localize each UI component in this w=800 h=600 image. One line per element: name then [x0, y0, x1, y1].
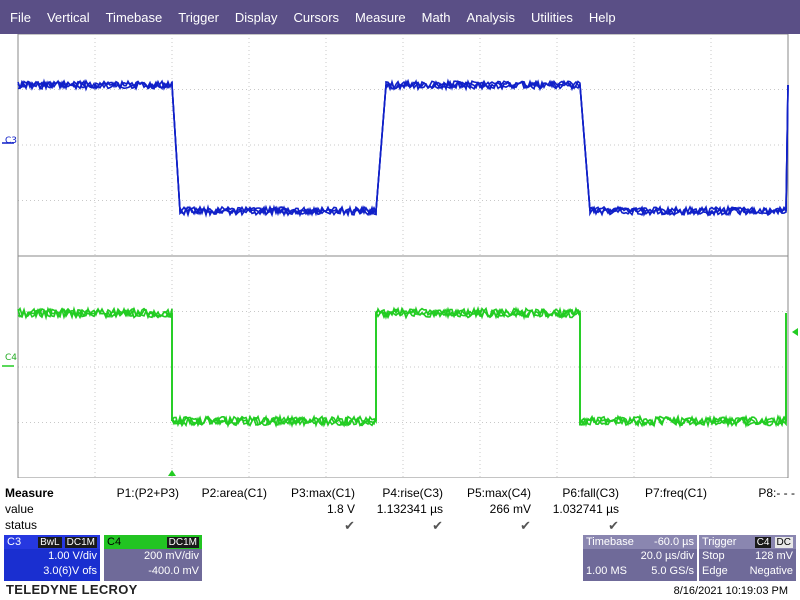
- trigger-level-marker: [792, 328, 798, 336]
- datetime: 8/16/2021 10:19:03 PM: [673, 585, 788, 597]
- trigger-level: 128 mV: [755, 550, 793, 562]
- param-name-p3[interactable]: P3:max(C1): [290, 486, 355, 500]
- param-name-p8[interactable]: P8:- - -: [758, 486, 795, 500]
- param-name-p2[interactable]: P2:area(C1): [201, 486, 267, 500]
- c4-trace: [17, 305, 787, 429]
- c3-offset: 3.0(6)V ofs: [43, 565, 97, 577]
- menu-item-help[interactable]: Help: [588, 9, 616, 25]
- check-icon: ✔: [608, 518, 619, 533]
- c3-marker-label: C3: [5, 136, 18, 146]
- param-value-p6: 1.032741 µs: [552, 502, 619, 516]
- menu-item-analysis[interactable]: Analysis: [466, 9, 515, 25]
- trigger-source-tag: C4: [754, 537, 772, 548]
- c3-coupling-tag: DC1M: [64, 537, 97, 548]
- menu-item-vertical[interactable]: Vertical: [46, 9, 90, 25]
- menu-item-measure[interactable]: Measure: [355, 9, 406, 25]
- menu-item-cursors[interactable]: Cursors: [293, 9, 340, 25]
- trigger-label: Trigger: [702, 536, 737, 548]
- c3-channel-box[interactable]: C3 BwL DC1M 1.00 V/div 3.0(6)V ofs: [4, 535, 100, 581]
- c3-trace: [17, 78, 789, 218]
- trigger-header: Trigger C4 DC: [699, 535, 796, 549]
- c4-offset: -400.0 mV: [148, 565, 199, 577]
- menu-item-timebase[interactable]: Timebase: [105, 9, 163, 25]
- measure-status-row: status ✔ ✔ ✔ ✔: [0, 518, 800, 534]
- scope-display[interactable]: C3 C4: [0, 34, 800, 478]
- status-row-label: status: [5, 518, 38, 532]
- check-icon: ✔: [344, 518, 355, 533]
- param-name-p6[interactable]: P6:fall(C3): [562, 486, 619, 500]
- brand-logo: TELEDYNE LECROY: [6, 582, 138, 597]
- c3-vdiv: 1.00 V/div: [48, 550, 97, 562]
- c4-coupling-tag: DC1M: [166, 536, 199, 548]
- measure-value-row: value 1.8 V 1.132341 µs 266 mV 1.032741 …: [0, 502, 800, 518]
- param-value-p4: 1.132341 µs: [376, 502, 443, 516]
- timebase-header: Timebase -60.0 µs: [583, 535, 697, 549]
- trigger-box[interactable]: Trigger C4 DC Stop 128 mV Edge Negative: [699, 535, 796, 581]
- trigger-coupling-tag: DC: [774, 537, 793, 548]
- timebase-samples: 1.00 MS: [586, 565, 627, 577]
- menu-item-display[interactable]: Display: [234, 9, 278, 25]
- check-icon: ✔: [520, 518, 531, 533]
- timebase-label: Timebase: [586, 536, 634, 548]
- measure-table: Measure P1:(P2+P3) P2:area(C1) P3:max(C1…: [0, 486, 800, 534]
- measure-header-row: Measure P1:(P2+P3) P2:area(C1) P3:max(C1…: [0, 486, 800, 502]
- param-name-p7[interactable]: P7:freq(C1): [644, 486, 707, 500]
- check-icon: ✔: [432, 518, 443, 533]
- c3-box-label: C3: [7, 536, 22, 548]
- c3-box-header: C3 BwL DC1M: [4, 535, 100, 549]
- trigger-type: Edge: [702, 565, 728, 577]
- c3-box-tags: BwL DC1M: [38, 536, 97, 548]
- menu-item-file[interactable]: File: [10, 9, 31, 25]
- c3-bwl-tag: BwL: [38, 537, 62, 548]
- timebase-offset: -60.0 µs: [654, 536, 694, 548]
- menu-bar: File Vertical Timebase Trigger Display Cursor…: [0, 0, 800, 34]
- menu-item-trigger[interactable]: Trigger: [178, 9, 219, 25]
- param-name-p1[interactable]: P1:(P2+P3): [116, 486, 179, 500]
- timebase-box[interactable]: Timebase -60.0 µs 20.0 µs/div 1.00 MS 5.…: [583, 535, 697, 581]
- c4-channel-box[interactable]: C4 DC1M 200 mV/div -400.0 mV: [104, 535, 202, 581]
- measure-title: Measure: [5, 486, 54, 500]
- param-value-p3: 1.8 V: [326, 502, 355, 516]
- timebase-rate: 5.0 GS/s: [651, 565, 694, 577]
- c4-box-header: C4 DC1M: [104, 535, 202, 549]
- trigger-mode: Stop: [702, 550, 725, 562]
- menu-item-math[interactable]: Math: [421, 9, 451, 25]
- timebase-div: 20.0 µs/div: [640, 550, 694, 562]
- trigger-slope: Negative: [749, 565, 793, 577]
- value-row-label: value: [5, 502, 34, 516]
- param-name-p4[interactable]: P4:rise(C3): [382, 486, 443, 500]
- trigger-position-marker: [168, 470, 176, 476]
- c4-vdiv: 200 mV/div: [143, 550, 199, 562]
- c4-box-label: C4: [107, 536, 122, 548]
- param-name-p5[interactable]: P5:max(C4): [466, 486, 531, 500]
- menu-item-utilities[interactable]: Utilities: [530, 9, 573, 25]
- c4-marker-label: C4: [5, 353, 18, 363]
- scope-grid: [2, 34, 798, 478]
- param-value-p5: 266 mV: [489, 502, 531, 516]
